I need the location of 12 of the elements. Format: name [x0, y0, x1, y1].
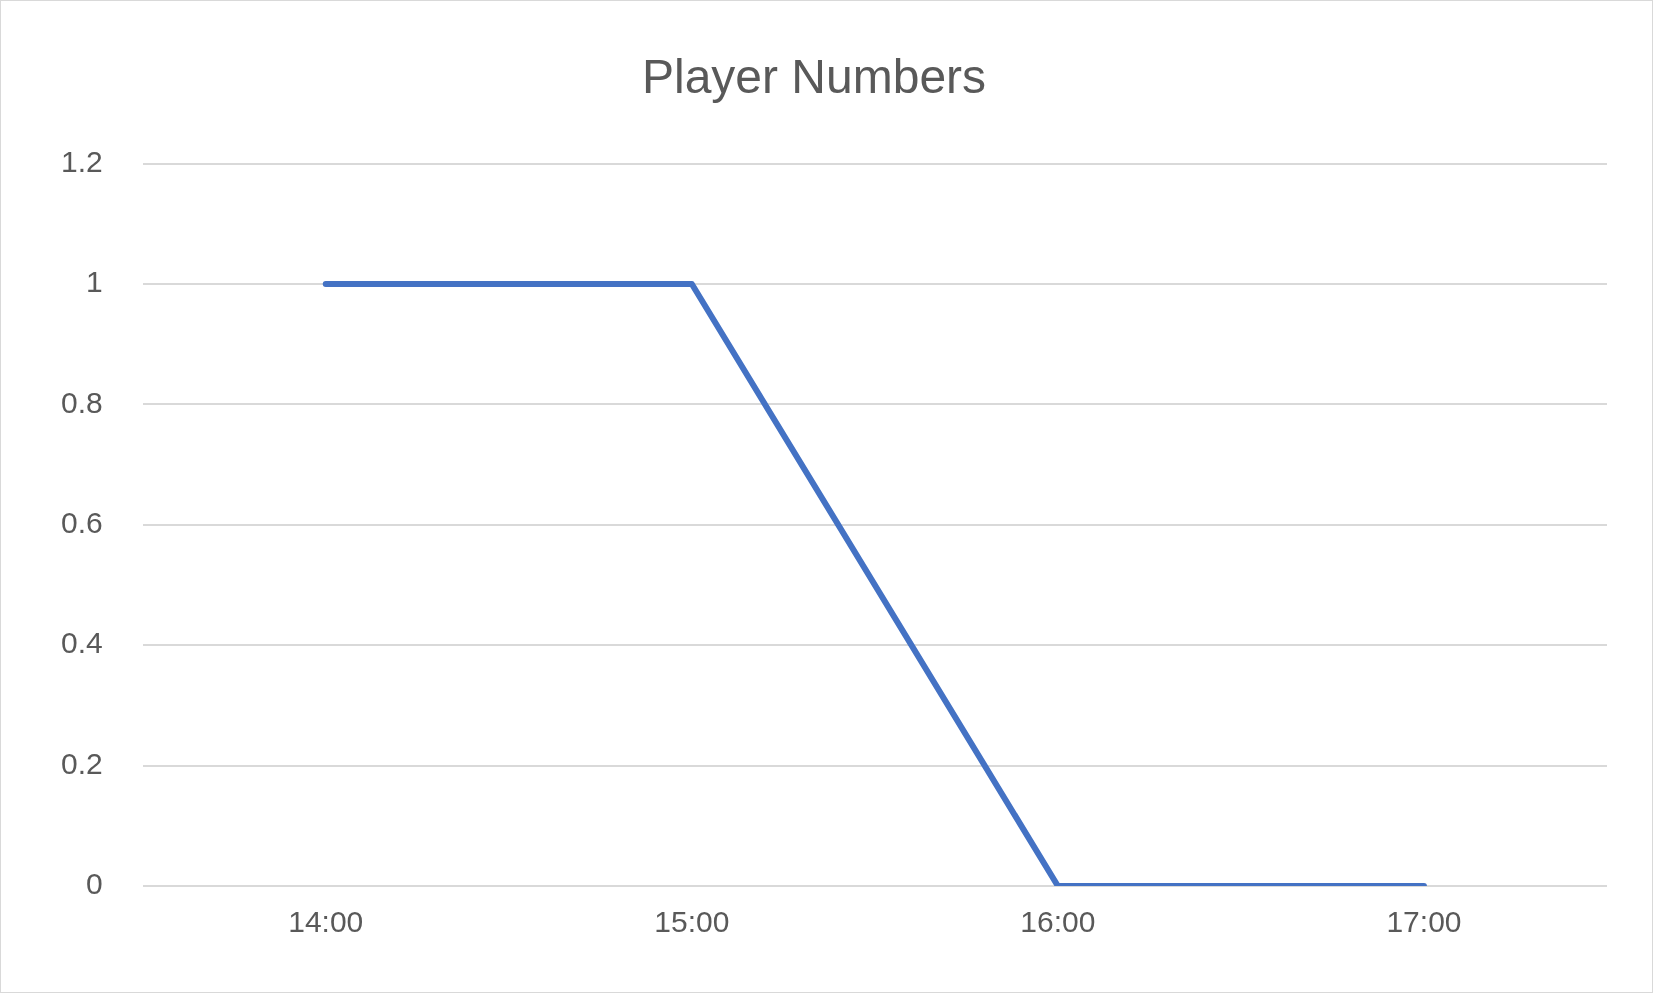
y-tick-label: 0.2 [60, 746, 103, 780]
x-tick-label: 16:00 [1020, 905, 1096, 939]
y-tick-label: 0.4 [60, 626, 103, 660]
y-tick-label: 1 [86, 265, 103, 299]
y-tick-label: 1.2 [60, 144, 103, 178]
x-tick-label: 14:00 [288, 905, 364, 939]
x-tick-label: 15:00 [654, 905, 730, 939]
y-tick-label: 0.6 [60, 506, 103, 540]
chart-title: Player Numbers [641, 50, 987, 104]
y-tick-label: 0.8 [60, 385, 103, 419]
x-tick-label: 17:00 [1386, 905, 1462, 939]
y-tick-label: 0 [86, 867, 103, 901]
